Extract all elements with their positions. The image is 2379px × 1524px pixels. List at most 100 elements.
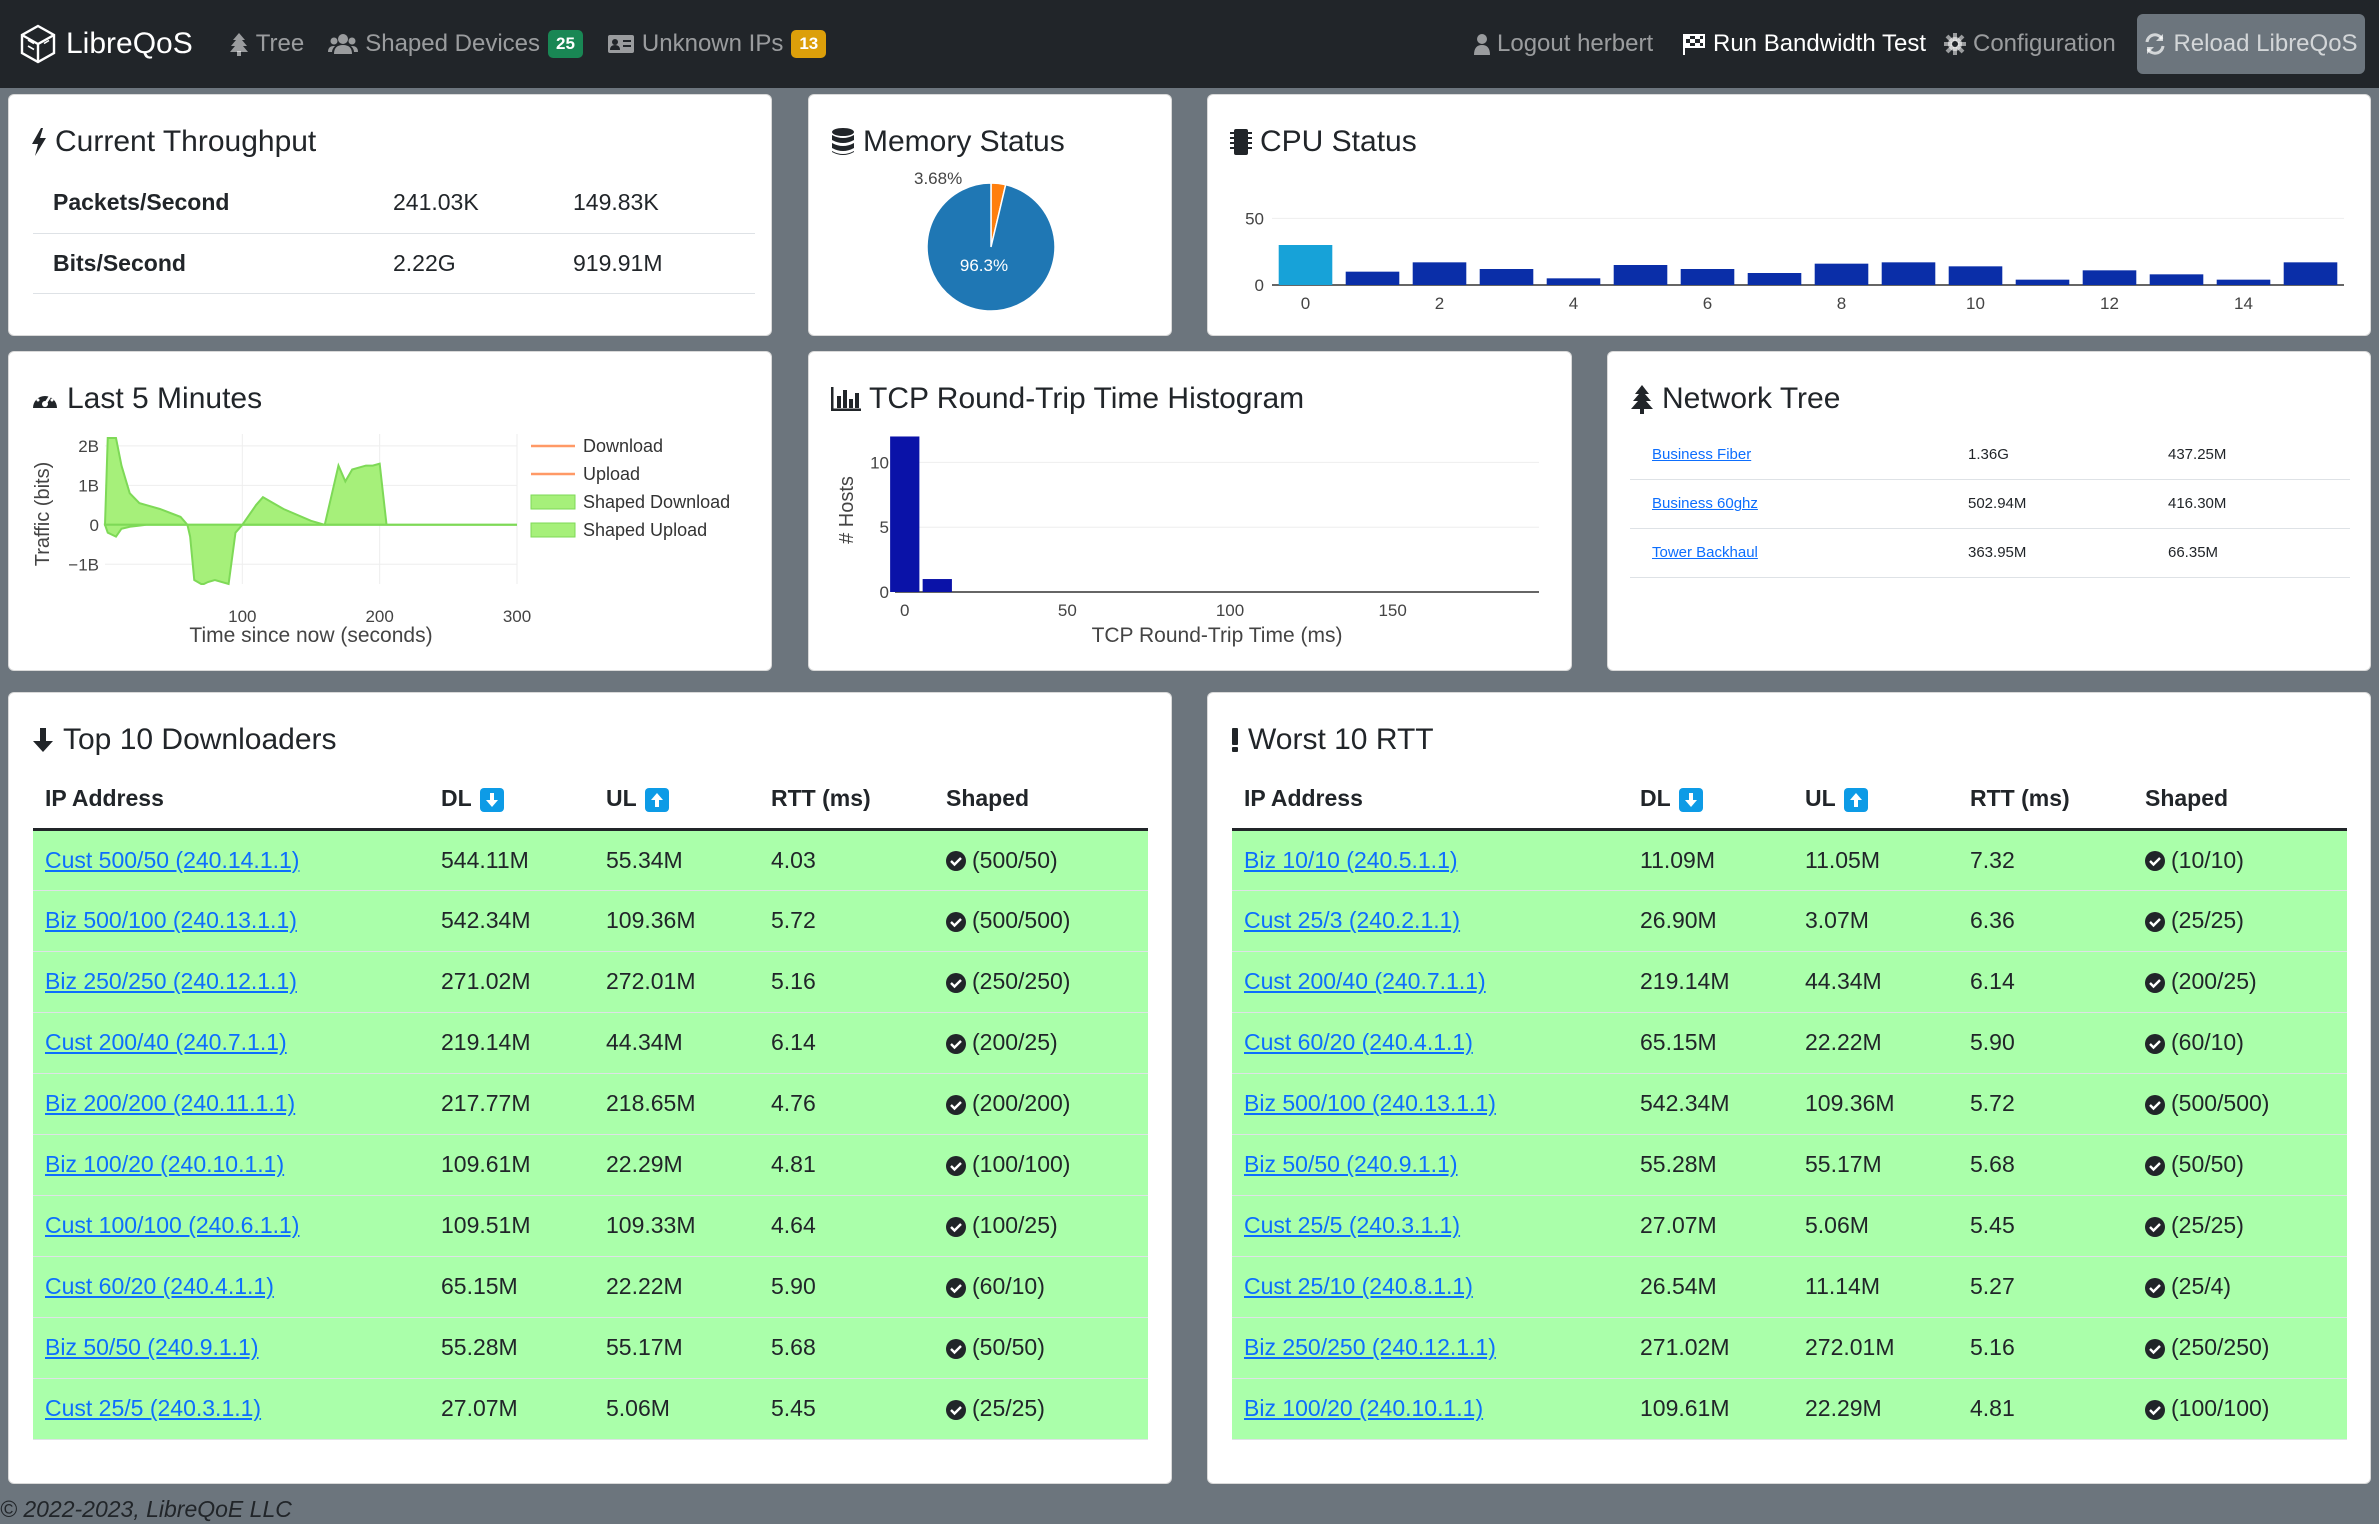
- table-row: Biz 200/200 (240.11.1.1) 217.77M 218.65M 4.…: [33, 1073, 1148, 1135]
- nav-unknown-ips-label: Unknown IPs: [641, 30, 784, 57]
- tree-node-link[interactable]: Business Fiber: [1652, 445, 1752, 463]
- upload-value: 22.29M: [1793, 1378, 1958, 1440]
- device-link[interactable]: Cust 25/10 (240.8.1.1): [1244, 1273, 1473, 1299]
- device-link[interactable]: Biz 500/100 (240.13.1.1): [1244, 1090, 1496, 1116]
- gauge-icon: [33, 390, 57, 408]
- device-link[interactable]: Cust 200/40 (240.7.1.1): [45, 1029, 287, 1055]
- table-row: Biz 100/20 (240.10.1.1) 109.61M 22.29M 4.81…: [33, 1134, 1148, 1196]
- table-row: Cust 25/3 (240.2.1.1) 26.90M 3.07M 6.36 (25/…: [1232, 890, 2347, 952]
- device-link[interactable]: Biz 200/200 (240.11.1.1): [45, 1090, 296, 1116]
- cpu-title: CPU Status: [1260, 125, 1417, 158]
- rtt-value: 5.16: [759, 951, 934, 1013]
- device-link[interactable]: Cust 25/5 (240.3.1.1): [1244, 1212, 1461, 1238]
- users-icon: [328, 34, 359, 54]
- rtt-value: 5.27: [1958, 1256, 2133, 1318]
- table-row: Business 60ghz 502.94M 416.30M: [1630, 479, 2350, 529]
- check-circle-icon: [946, 972, 966, 993]
- shaped-value: (25/25): [2171, 1212, 2244, 1238]
- device-link[interactable]: Biz 250/250 (240.12.1.1): [45, 968, 297, 994]
- throughput-down-value: 2.22G: [373, 233, 553, 294]
- shaped-cell: (200/25): [934, 1012, 1148, 1074]
- check-circle-icon: [946, 1155, 966, 1176]
- chart-bar-icon: [831, 387, 861, 411]
- device-link[interactable]: Biz 50/50 (240.9.1.1): [1244, 1151, 1458, 1177]
- arrow-down-icon: [33, 728, 53, 752]
- shaped-cell: (25/4): [2133, 1256, 2347, 1318]
- table-header-row: IP Address DL UL RTT (ms) Shaped: [33, 769, 1148, 831]
- nav-logout[interactable]: Logout herbert: [1474, 30, 1653, 58]
- shaped-cell: (100/100): [934, 1134, 1148, 1196]
- throughput-up-value: 149.83K: [553, 173, 755, 234]
- download-value: 26.90M: [1628, 890, 1793, 952]
- nav-unknown-ips[interactable]: Unknown IPs 13: [607, 30, 827, 58]
- shaped-cell: (200/25): [2133, 951, 2347, 1013]
- check-circle-icon: [946, 1399, 966, 1420]
- device-link[interactable]: Cust 25/5 (240.3.1.1): [45, 1395, 262, 1421]
- tree-node-down: 502.94M: [1946, 479, 2146, 529]
- legend-label: Upload: [583, 464, 640, 484]
- column-header-label: IP Address: [45, 784, 164, 811]
- device-link[interactable]: Biz 100/20 (240.10.1.1): [1244, 1395, 1484, 1421]
- y-tick-label: 1B: [78, 476, 99, 495]
- table-row: Biz 100/20 (240.10.1.1) 109.61M 22.29M 4.81…: [1232, 1378, 2347, 1440]
- tree-node-link[interactable]: Tower Backhaul: [1652, 544, 1758, 561]
- histogram-bar: [890, 436, 920, 592]
- traffic-area-chart: 100 200 300 2B 1B 0 −1B Traffic (bits) Time sinc…: [33, 424, 749, 649]
- device-link[interactable]: Biz 10/10 (240.5.1.1): [1244, 846, 1458, 873]
- device-link[interactable]: Biz 100/20 (240.10.1.1): [45, 1151, 285, 1177]
- cpu-core-bar: [1680, 269, 1735, 285]
- upload-value: 55.17M: [1793, 1134, 1958, 1196]
- y-axis-label: Traffic (bits): [33, 462, 54, 566]
- nav-bandwidth-test[interactable]: Run Bandwidth Test: [1682, 30, 1926, 58]
- download-value: 65.15M: [1628, 1012, 1793, 1074]
- throughput-up-value: 919.91M: [553, 233, 755, 294]
- device-link[interactable]: Cust 100/100 (240.6.1.1): [45, 1212, 300, 1238]
- brand-link[interactable]: LibreQoS: [20, 24, 193, 64]
- cpu-core-bar: [1747, 273, 1802, 285]
- memory-title: Memory Status: [863, 125, 1065, 158]
- check-circle-icon: [946, 1277, 966, 1298]
- nav-logout-label: Logout herbert: [1497, 30, 1654, 57]
- tree-node-up: 66.35M: [2146, 528, 2350, 578]
- check-circle-icon: [2145, 1338, 2165, 1359]
- network-tree-table: Business Fiber 1.36G 437.25M Business 60…: [1630, 430, 2350, 578]
- nav-configuration[interactable]: Configuration: [1944, 30, 2116, 58]
- exclamation-icon: [1232, 728, 1238, 752]
- reload-libreqos-button[interactable]: Reload LibreQoS: [2137, 14, 2365, 74]
- histogram-bar: [922, 579, 952, 592]
- device-link[interactable]: Cust 60/20 (240.4.1.1): [1244, 1029, 1473, 1055]
- nav-tree[interactable]: Tree: [229, 30, 304, 58]
- device-link[interactable]: Biz 500/100 (240.13.1.1): [45, 907, 297, 933]
- device-link[interactable]: Cust 25/3 (240.2.1.1): [1244, 907, 1461, 933]
- x-axis-label: TCP Round-Trip Time (ms): [1092, 624, 1343, 647]
- column-header-label: IP Address: [1244, 784, 1363, 811]
- column-header-label: UL: [606, 784, 637, 811]
- shaped-value: (250/250): [972, 968, 1071, 994]
- card-title: CPU Status: [1230, 125, 1417, 159]
- throughput-title: Current Throughput: [55, 125, 317, 158]
- nav-shaped-devices[interactable]: Shaped Devices 25: [328, 30, 583, 58]
- worst-rtt-card: Worst 10 RTT IP Address DL UL RTT (ms) Shape…: [1207, 692, 2371, 1484]
- legend-label: Download: [583, 436, 663, 456]
- device-link[interactable]: Cust 60/20 (240.4.1.1): [45, 1273, 274, 1299]
- upload-value: 272.01M: [594, 951, 759, 1013]
- upload-value: 11.05M: [1793, 829, 1958, 891]
- tree-node-link[interactable]: Business 60ghz: [1652, 495, 1758, 512]
- device-link[interactable]: Biz 250/250 (240.12.1.1): [1244, 1334, 1496, 1360]
- last5-title: Last 5 Minutes: [67, 382, 263, 415]
- upload-value: 11.14M: [1793, 1256, 1958, 1318]
- rtt-value: 7.32: [1958, 829, 2133, 891]
- device-link[interactable]: Biz 50/50 (240.9.1.1): [45, 1334, 259, 1360]
- cpu-y-tick-label: 50: [1245, 209, 1264, 228]
- card-title: Network Tree: [1630, 382, 1840, 416]
- download-value: 27.07M: [1628, 1195, 1793, 1257]
- device-link[interactable]: Cust 200/40 (240.7.1.1): [1244, 968, 1486, 994]
- device-link[interactable]: Cust 500/50 (240.14.1.1): [45, 846, 300, 873]
- card-title: Last 5 Minutes: [31, 382, 262, 416]
- shaped-value: (10/10): [2171, 846, 2244, 873]
- download-value: 271.02M: [429, 951, 594, 1013]
- column-header-label: Shaped: [2145, 784, 2229, 811]
- brand-name: LibreQoS: [66, 27, 193, 60]
- table-row: Biz 500/100 (240.13.1.1) 542.34M 109.36M 5.…: [1232, 1073, 2347, 1135]
